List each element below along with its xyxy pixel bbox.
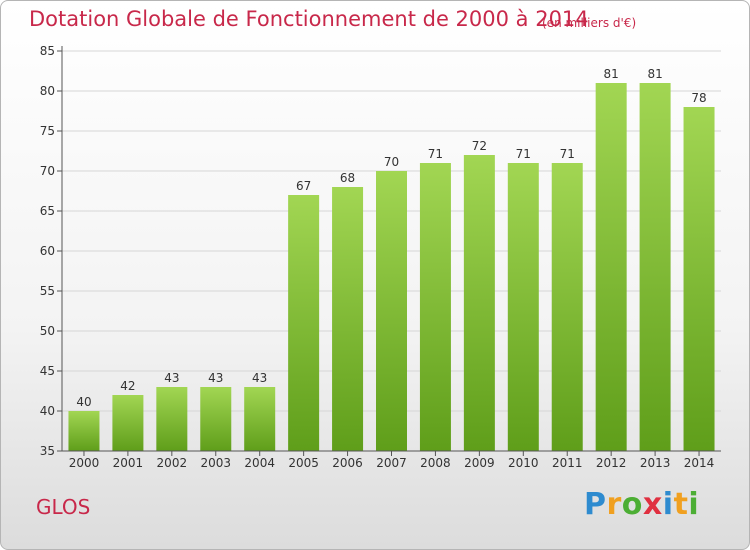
- y-tick-label: 45: [40, 364, 55, 378]
- x-tick-label-2002: 2002: [157, 456, 188, 470]
- x-tick-label-2014: 2014: [684, 456, 715, 470]
- value-label-2003: 43: [208, 371, 223, 385]
- bar-2005: [288, 195, 320, 451]
- x-tick-label-2011: 2011: [552, 456, 583, 470]
- y-tick-label: 75: [40, 124, 55, 138]
- y-tick-label: 65: [40, 204, 55, 218]
- y-tick-label: 40: [40, 404, 55, 418]
- bar-2002: [156, 387, 188, 451]
- labels: 35 40 45 50 55 60 65 70 75 80 85 40 2000 42 2001 43 2002…: [40, 44, 715, 470]
- x-tick-label-2012: 2012: [596, 456, 627, 470]
- value-label-2000: 40: [76, 395, 91, 409]
- y-tick-label: 60: [40, 244, 55, 258]
- axes: [57, 46, 721, 456]
- x-tick-label-2003: 2003: [200, 456, 231, 470]
- logo-letter: x: [642, 487, 663, 522]
- bars: [68, 83, 715, 451]
- value-label-2002: 43: [164, 371, 179, 385]
- value-label-2012: 81: [604, 67, 619, 81]
- bar-2011: [551, 163, 583, 451]
- bar-2010: [507, 163, 539, 451]
- y-tick-label: 85: [40, 44, 55, 58]
- logo-letter: t: [673, 487, 689, 522]
- value-label-2013: 81: [647, 67, 662, 81]
- x-tick-label-2006: 2006: [332, 456, 363, 470]
- bar-2014: [683, 107, 715, 451]
- logo-letter: o: [621, 487, 643, 522]
- chart-title: Dotation Globale de Fonctionnement de 20…: [29, 7, 589, 31]
- y-tick-label: 70: [40, 164, 55, 178]
- value-label-2008: 71: [428, 147, 443, 161]
- bar-2009: [463, 155, 495, 451]
- value-label-2001: 42: [120, 379, 135, 393]
- bar-2007: [376, 171, 407, 451]
- logo-letter: P: [584, 487, 607, 522]
- bar-2004: [244, 387, 276, 451]
- y-tick-label: 50: [40, 324, 55, 338]
- x-tick-label-2007: 2007: [376, 456, 407, 470]
- bar-2003: [200, 387, 232, 451]
- value-label-2011: 71: [560, 147, 575, 161]
- logo-letter: r: [606, 487, 622, 522]
- value-label-2007: 70: [384, 155, 399, 169]
- x-tick-label-2013: 2013: [640, 456, 671, 470]
- bar-2008: [419, 163, 451, 451]
- commune-name: GLOS: [36, 495, 91, 519]
- bar-2013: [639, 83, 671, 451]
- x-tick-label-2001: 2001: [113, 456, 144, 470]
- y-tick-label: 35: [40, 444, 55, 458]
- unit-note: (en milliers d'€): [542, 16, 637, 30]
- x-tick-label-2009: 2009: [464, 456, 495, 470]
- bar-2012: [595, 83, 627, 451]
- logo-letter: i: [662, 487, 674, 522]
- value-label-2009: 72: [472, 139, 487, 153]
- bar-2001: [112, 395, 144, 451]
- value-label-2006: 68: [340, 171, 355, 185]
- value-label-2004: 43: [252, 371, 267, 385]
- bar-2006: [332, 187, 364, 451]
- y-tick-label: 80: [40, 84, 55, 98]
- value-label-2005: 67: [296, 179, 311, 193]
- bar-2000: [68, 411, 100, 451]
- x-tick-label-2010: 2010: [508, 456, 539, 470]
- y-tick-label: 55: [40, 284, 55, 298]
- logo-letter: i: [688, 487, 700, 522]
- x-tick-label-2000: 2000: [69, 456, 100, 470]
- value-label-2010: 71: [516, 147, 531, 161]
- x-tick-label-2008: 2008: [420, 456, 451, 470]
- x-tick-label-2004: 2004: [244, 456, 275, 470]
- value-label-2014: 78: [691, 91, 706, 105]
- x-tick-label-2005: 2005: [288, 456, 319, 470]
- proxiti-logo: Proxiti: [584, 487, 699, 522]
